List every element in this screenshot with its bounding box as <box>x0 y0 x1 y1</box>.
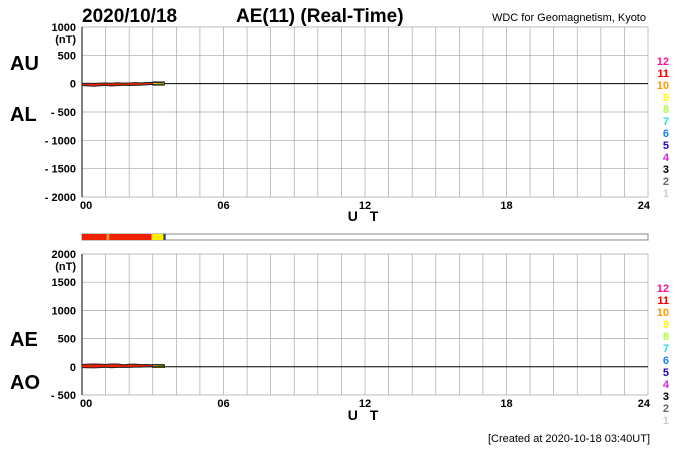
station-bar-segment <box>163 234 166 240</box>
p1-ytick-label: - 1500 <box>45 164 76 176</box>
p1-station-legend-7: 7 <box>663 116 669 128</box>
p2-station-legend-3: 3 <box>663 391 669 403</box>
p1-series-line-au <box>81 81 165 84</box>
p2-ytick-label: 2000 <box>52 249 76 261</box>
station-bar-segment <box>82 234 107 240</box>
p1-station-legend-10: 10 <box>657 80 669 92</box>
al-label: AL <box>10 104 37 126</box>
p2-station-legend-2: 2 <box>663 403 669 415</box>
au-label: AU <box>10 53 39 75</box>
p2-station-legend-4: 4 <box>663 379 670 391</box>
p1-station-legend-8: 8 <box>663 104 669 116</box>
ao-label: AO <box>10 372 40 394</box>
p1-ytick-label: - 1000 <box>45 135 76 147</box>
created-timestamp: [Created at 2020-10-18 03:40UT] <box>488 433 650 445</box>
station-count-bar <box>81 233 649 241</box>
au-al-units: (nT) <box>55 34 76 46</box>
plot-date: 2020/10/18 <box>82 6 177 27</box>
p2-station-legend-8: 8 <box>663 331 669 343</box>
p2-xtick-label: 24 <box>638 398 651 410</box>
p1-xtick-label: 06 <box>217 200 229 212</box>
p1-series-line-al <box>81 83 165 87</box>
ae-ao-units: (nT) <box>55 261 76 273</box>
p1-station-legend-3: 3 <box>663 164 669 176</box>
p1-station-legend-1: 1 <box>663 188 669 200</box>
station-bar-segment <box>106 234 110 240</box>
p1-ytick-label: - 500 <box>51 107 76 119</box>
p1-station-legend-12: 12 <box>657 56 669 68</box>
p2-station-legend-7: 7 <box>663 343 669 355</box>
p2-xtick-label: 00 <box>80 398 92 410</box>
p1-station-legend-4: 4 <box>663 152 670 164</box>
p2-xtick-label: 12 <box>359 398 371 410</box>
data-source: WDC for Geomagnetism, Kyoto <box>492 12 646 24</box>
p2-station-legend-1: 1 <box>663 415 669 427</box>
p2-station-legend-10: 10 <box>657 307 669 319</box>
station-bar-segment <box>109 234 152 240</box>
plot-title: AE(11) (Real-Time) <box>236 6 404 27</box>
p1-ytick-label: - 2000 <box>45 192 76 204</box>
p2-station-legend-6: 6 <box>663 355 669 367</box>
p2-xtick-label: 06 <box>217 398 229 410</box>
p2-station-legend-11: 11 <box>657 295 669 307</box>
station-bar-segment <box>151 234 164 240</box>
p2-series-line-ao <box>81 366 165 369</box>
p2-ytick-label: - 500 <box>51 390 76 402</box>
p1-station-legend-5: 5 <box>663 140 669 152</box>
p2-latest-segment <box>152 364 165 368</box>
p1-station-legend-11: 11 <box>657 68 669 80</box>
ae-ao-x-label: U T <box>348 407 383 423</box>
p1-xtick-label: 00 <box>80 200 92 212</box>
p1-ytick-label: 0 <box>70 79 76 91</box>
p2-ytick-label: 1000 <box>52 305 76 317</box>
p1-station-legend-6: 6 <box>663 128 669 140</box>
p2-ytick-label: 0 <box>70 362 76 374</box>
p1-station-legend-9: 9 <box>663 92 669 104</box>
p1-xtick-label: 12 <box>359 200 371 212</box>
p2-station-legend-9: 9 <box>663 319 669 331</box>
p1-latest-segment <box>152 81 165 86</box>
p1-xtick-label: 18 <box>500 200 512 212</box>
p1-xtick-label: 24 <box>638 200 651 212</box>
p1-station-legend-2: 2 <box>663 176 669 188</box>
ae-label: AE <box>10 329 38 351</box>
p2-station-legend-5: 5 <box>663 367 669 379</box>
p2-ytick-label: 500 <box>58 334 76 346</box>
station-bar-frame <box>81 233 649 241</box>
p1-ytick-label: 500 <box>58 50 76 62</box>
p2-series-line-ae <box>81 363 165 366</box>
p1-ytick-label: 1000 <box>52 22 76 34</box>
p2-xtick-label: 18 <box>500 398 512 410</box>
au-al-x-label: U T <box>348 208 383 224</box>
p2-ytick-label: 1500 <box>52 277 76 289</box>
p2-station-legend-12: 12 <box>657 283 669 295</box>
